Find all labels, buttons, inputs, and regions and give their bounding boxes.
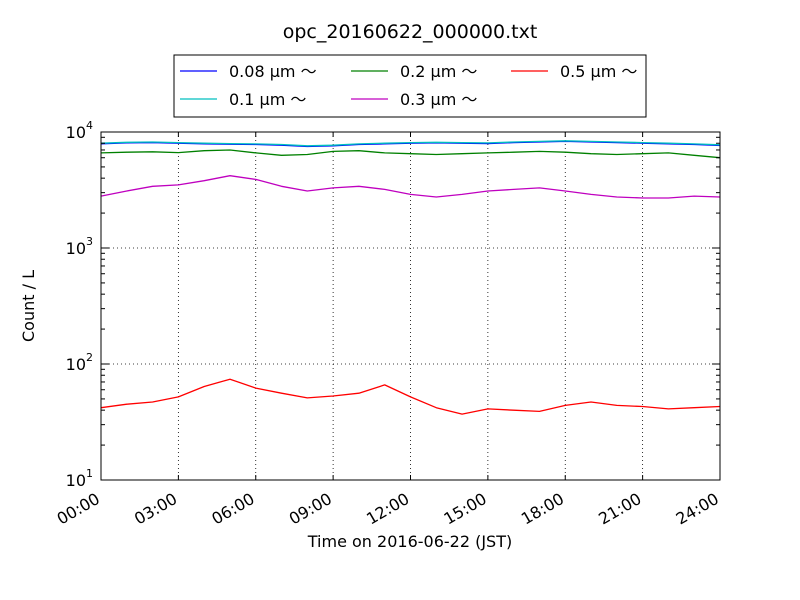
y-axis-label: Count / L <box>19 270 38 342</box>
y-axis: 101 102 103 104 <box>66 119 720 490</box>
legend-label: 0.1 μm ～ <box>229 90 306 109</box>
grid <box>101 132 720 480</box>
legend-label: 0.3 μm ～ <box>400 90 477 109</box>
x-tick-label: 09:00 <box>286 489 335 529</box>
legend-label: 0.08 μm ～ <box>229 62 317 81</box>
chart-title: opc_20160622_000000.txt <box>283 21 538 43</box>
x-tick-label: 12:00 <box>363 489 412 529</box>
x-tick-label: 15:00 <box>440 489 489 529</box>
legend-label: 0.2 μm ～ <box>400 62 477 81</box>
series-line-4 <box>100 378 721 415</box>
series-line-3 <box>100 175 721 199</box>
x-axis: 00:00 03:00 06:00 09:00 12:00 15:00 18:00 21:00… <box>54 132 722 529</box>
x-tick-label: 24:00 <box>673 489 722 529</box>
x-axis-label: Time on 2016-06-22 (JST) <box>307 532 512 551</box>
series-line-1 <box>100 140 721 147</box>
x-tick-label: 00:00 <box>54 489 103 529</box>
x-tick-label: 21:00 <box>595 489 644 529</box>
y-tick-label: 102 <box>66 351 93 374</box>
y-tick-label: 104 <box>66 119 93 142</box>
legend-box <box>173 54 647 118</box>
y-tick-label: 101 <box>66 467 93 490</box>
series-layer <box>100 140 721 415</box>
x-tick-label: 06:00 <box>208 489 257 529</box>
y-tick-label: 103 <box>66 235 93 258</box>
x-tick-label: 03:00 <box>131 489 180 529</box>
x-tick-label: 18:00 <box>518 489 567 529</box>
legend-label: 0.5 μm ～ <box>560 62 637 81</box>
legend: 0.08 μm ～ 0.1 μm ～ 0.2 μm ～ 0.3 μm ～ 0.5 μm … <box>173 54 647 118</box>
series-line-2 <box>100 149 721 159</box>
